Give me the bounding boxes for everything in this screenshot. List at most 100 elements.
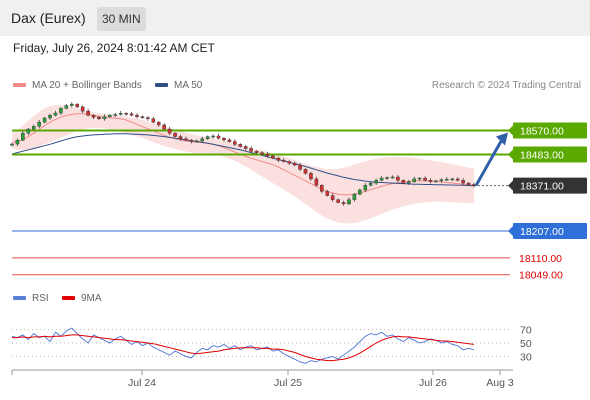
legend-rsi-label: RSI (32, 293, 49, 304)
candle-body (417, 177, 422, 180)
time-axis-label: Jul 24 (128, 377, 156, 389)
legend-ma20-label: MA 20 + Bollinger Bands (32, 80, 142, 91)
level-label-support: 18110.00 (519, 253, 562, 265)
candle-body (205, 136, 210, 139)
candle-body (216, 135, 221, 139)
candle-body (423, 177, 427, 181)
candle-body (276, 157, 281, 161)
level-labels: 18570.00 18483.00 18371.00 18207.00 18110.00… (508, 122, 587, 282)
candle-body (156, 121, 161, 126)
research-credit: Research © 2024 Trading Central (431, 80, 581, 91)
candle-body (222, 138, 226, 141)
candle-body (86, 110, 90, 116)
time-axis-label: Jul 26 (419, 377, 447, 389)
candle-body (314, 178, 319, 186)
bollinger-band-fill (12, 105, 474, 224)
candle-body (64, 105, 69, 109)
candle-body (75, 103, 80, 108)
candle-body (363, 185, 368, 191)
candle-body (303, 169, 308, 174)
candle-body (91, 115, 96, 118)
candle-body (292, 162, 297, 166)
level-label-resistance: 18570.00 (520, 125, 564, 137)
candle-body (341, 202, 346, 205)
candle-body (445, 178, 449, 181)
candle-body (271, 155, 275, 159)
level-lines (12, 129, 510, 276)
candle-body (10, 143, 14, 146)
candle-body (287, 161, 292, 164)
forecast-arrow-head (496, 132, 508, 146)
candle-body (21, 133, 25, 141)
candle-body (390, 176, 395, 179)
candle-body (298, 164, 302, 170)
legend-ma20-swatch (13, 83, 26, 88)
candle-body (352, 193, 357, 200)
legend-ma9: 9MA (62, 293, 102, 304)
candle-body (69, 103, 74, 106)
candle-body (455, 178, 460, 181)
candle-body (434, 180, 438, 183)
candle-body (227, 139, 232, 142)
candle-body (200, 138, 205, 142)
candle-body (412, 178, 417, 182)
level-label-pivot: 18207.00 (520, 226, 564, 238)
forecast-arrow (474, 132, 508, 187)
level-label-box (513, 122, 587, 139)
level-label-pointer (508, 125, 513, 136)
candle-body (129, 113, 134, 116)
candle-body (135, 115, 139, 117)
level-label-box (513, 222, 587, 239)
candle-body (379, 177, 384, 181)
candle-body (102, 116, 107, 120)
candle-body (124, 113, 128, 115)
timestamp: Friday, July 26, 2024 8:01:42 AM CET (13, 41, 215, 55)
level-label-pointer (508, 180, 513, 191)
legend-ma50: MA 50 (155, 80, 202, 91)
level-label-box (513, 146, 587, 163)
interval-selector[interactable]: 30 MIN (97, 7, 146, 31)
level-label-resistance: 18483.00 (520, 150, 564, 162)
candle-body (140, 116, 145, 118)
time-axis-label: Jul 25 (274, 377, 302, 389)
candle-body (118, 113, 123, 115)
candle-body (238, 144, 243, 147)
candle-body (233, 141, 237, 145)
header-bar: Dax (Eurex) 30 MIN (0, 0, 590, 36)
candle-body (336, 199, 340, 203)
candle-body (194, 140, 199, 143)
candle-body (167, 128, 172, 134)
candle-body (396, 176, 400, 181)
ma50-line (11, 133, 474, 187)
candle-body (108, 115, 112, 117)
candle-body (281, 160, 286, 162)
time-axis-label: Aug 3 (486, 377, 514, 389)
candle-body (151, 118, 156, 123)
candle-body (320, 185, 324, 192)
time-axis: Jul 24 Jul 25 Jul 26 Aug 3 (11, 369, 514, 389)
legend-ma50-swatch (155, 83, 168, 88)
rsi-tick-label: 70 (520, 325, 532, 337)
candle-body (358, 189, 362, 195)
rsi-tick-label: 30 (520, 352, 532, 364)
candle-body (189, 139, 194, 142)
candle-body (243, 146, 248, 149)
candle-body (15, 139, 20, 145)
level-label-pointer (508, 225, 513, 236)
candle-body (31, 126, 36, 130)
forecast-arrow-shaft (474, 138, 504, 187)
candle-body (325, 191, 330, 196)
candle-body (211, 135, 215, 138)
candle-body (450, 178, 455, 181)
candle-body (368, 182, 373, 186)
legend-ma50-label: MA 50 (174, 80, 203, 91)
candle-body (466, 182, 471, 185)
candle-body (42, 117, 47, 123)
candle-body (146, 117, 150, 120)
candle-body (461, 180, 465, 184)
candle-body (249, 148, 253, 152)
candle-body (374, 180, 378, 184)
candle-body (184, 138, 188, 141)
